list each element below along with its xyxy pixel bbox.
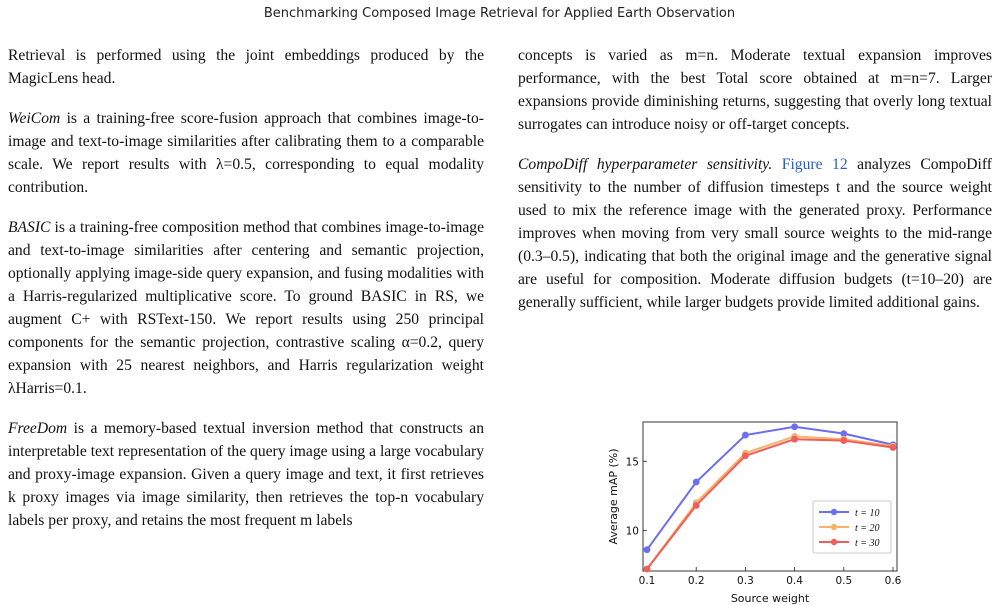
legend-label: t = 20 xyxy=(855,523,880,534)
x-tick-label: 0.1 xyxy=(639,575,656,587)
basic-description: is a training-free composition method th… xyxy=(8,219,484,397)
data-point xyxy=(742,452,749,460)
paragraph-magiclens: Retrieval is performed using the joint e… xyxy=(8,47,484,87)
x-tick-label: 0.6 xyxy=(885,575,902,587)
right-column: concepts is varied as m=n. Moderate text… xyxy=(518,44,992,331)
x-axis-label: Source weight xyxy=(731,592,810,605)
paragraph-weicom: WeiCom is a training-free score-fusion a… xyxy=(8,107,484,199)
x-tick-label: 0.3 xyxy=(737,575,754,587)
data-point xyxy=(840,437,848,444)
figure-12-link[interactable]: Figure 12 xyxy=(781,156,848,173)
method-name-weicom: WeiCom xyxy=(8,110,61,127)
method-name-basic: BASIC xyxy=(8,219,51,236)
y-axis-label: Average mAP (%) xyxy=(607,448,620,544)
paragraph-textual-expansion: concepts is varied as m=n. Moderate text… xyxy=(518,47,992,133)
x-tick-label: 0.4 xyxy=(786,575,803,587)
figure-12-chart: 0.1 0.2 0.3 0.4 0.5 0.6 10 15 Source weight Avera… xyxy=(593,414,902,605)
freedom-description: is a memory-based textual inversion meth… xyxy=(8,420,484,529)
data-point xyxy=(840,430,848,438)
series-line xyxy=(646,425,894,551)
y-tick-label: 15 xyxy=(626,456,639,468)
legend-marker xyxy=(830,523,838,531)
data-point xyxy=(791,435,798,443)
compodiff-description: analyzes CompoDiff sensitivity to the nu… xyxy=(518,156,992,311)
method-name-freedom: FreeDom xyxy=(8,420,68,437)
legend-label: t = 10 xyxy=(855,508,880,519)
paragraph-compodiff: CompoDiff hyperparameter sensitivity. Fi… xyxy=(518,153,992,314)
x-tick-label: 0.2 xyxy=(688,575,705,587)
paragraph-freedom: FreeDom is a memory-based textual invers… xyxy=(8,417,484,532)
running-title: Benchmarking Composed Image Retrieval fo… xyxy=(263,6,736,21)
data-point xyxy=(643,546,651,554)
legend-marker xyxy=(830,538,838,546)
y-tick-label: 10 xyxy=(626,525,639,537)
paragraph-basic: BASIC is a training-free composition met… xyxy=(8,216,484,400)
data-point xyxy=(742,431,749,439)
plot-frame xyxy=(642,421,898,572)
series-line xyxy=(646,438,894,570)
data-point xyxy=(692,478,700,486)
data-point xyxy=(791,423,798,431)
data-point xyxy=(692,502,700,509)
data-point xyxy=(889,444,897,451)
legend-label: t = 30 xyxy=(855,538,880,549)
left-column: Retrieval is performed using the joint e… xyxy=(8,44,484,549)
compodiff-heading: CompoDiff hyperparameter sensitivity. xyxy=(518,156,773,173)
legend-marker xyxy=(830,508,838,516)
series-line xyxy=(646,435,894,570)
weicom-description: is a training-free score-fusion approach… xyxy=(8,110,484,196)
data-point xyxy=(643,565,651,573)
x-tick-label: 0.5 xyxy=(835,575,852,587)
line-chart: 0.1 0.2 0.3 0.4 0.5 0.6 10 15 Source weight Avera… xyxy=(607,421,902,605)
